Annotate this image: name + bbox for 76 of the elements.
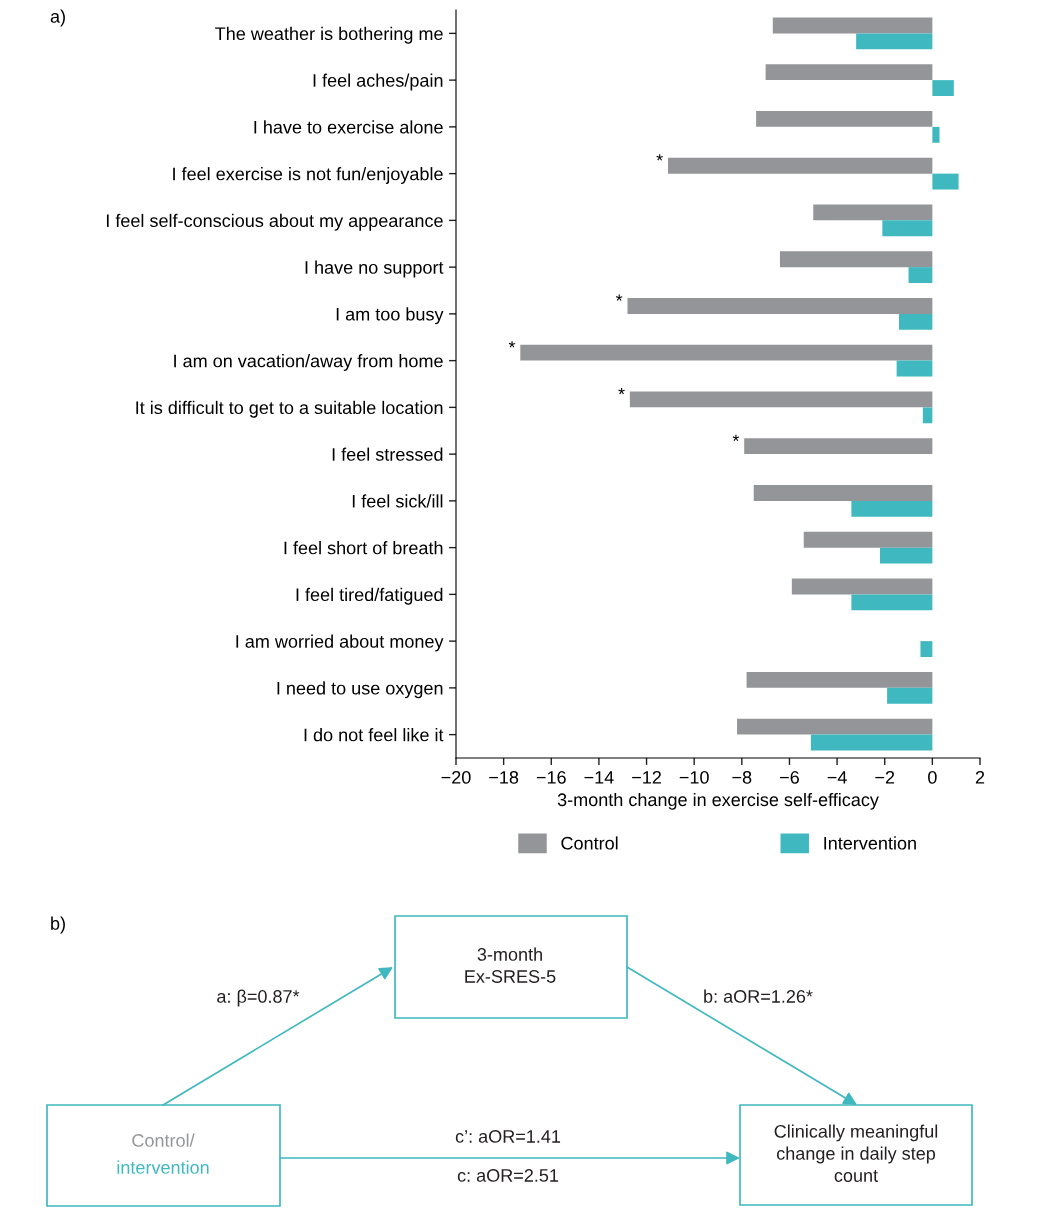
bar [779, 251, 933, 268]
y-tick-label: It is difficult to get to a suitable location [136, 400, 443, 418]
bar [922, 407, 933, 424]
x-axis-title: 3-month change in exercise self-efficacy [557, 792, 879, 810]
text: b: aOR=1.26* [704, 989, 813, 1003]
bar [856, 33, 933, 50]
x-tick-label: −20 [441, 770, 471, 784]
bar [667, 157, 933, 174]
y-tick-label: I feel stressed [332, 447, 443, 461]
bar [932, 126, 940, 143]
x-tick-label: 2 [975, 770, 985, 784]
text: b) [51, 916, 65, 934]
y-tick-label: I feel exercise is not fun/enjoyable [173, 167, 443, 184]
annotation: * [508, 341, 516, 348]
bar [520, 344, 933, 361]
bar [920, 641, 933, 658]
y-tick-label: I feel tired/fatigued [296, 587, 443, 605]
bar [765, 64, 933, 81]
x-tick-label: −12 [632, 770, 661, 784]
x-tick-label: −10 [679, 770, 709, 784]
y-tick-label: I am on vacation/away from home [174, 354, 443, 371]
x-tick-label: 0 [928, 770, 937, 784]
y-tick-label: I am too busy [336, 307, 444, 325]
annotation: * [618, 387, 625, 395]
x-tick-label: −14 [584, 771, 614, 784]
bar [753, 484, 933, 501]
bar [899, 313, 933, 330]
bar [746, 671, 933, 688]
annotation: * [615, 294, 623, 301]
y-tick-label: I feel sick/ill [352, 494, 443, 508]
bar [932, 173, 959, 190]
y-tick-label: I do not feel like it [304, 728, 444, 742]
y-tick-label: The weather is bothering me [215, 26, 443, 44]
text: a) [50, 9, 65, 27]
bar [627, 297, 933, 314]
bar [887, 687, 933, 704]
bar [879, 547, 933, 564]
y-tick-label: I feel self-conscious about my appearance [106, 213, 443, 231]
bar [851, 594, 933, 611]
y-tick-label: I feel short of breath [284, 541, 443, 555]
bar [813, 204, 933, 221]
y-tick-label: I have to exercise alone [254, 120, 443, 134]
text: Clinically meaningful change in daily step count [774, 1124, 938, 1182]
x-tick-label: −2 [875, 770, 895, 784]
bar [803, 531, 933, 548]
bar [744, 438, 933, 455]
bar [882, 220, 933, 237]
legend-label: Intervention [824, 836, 916, 850]
bar [908, 267, 933, 284]
y-tick-label: I feel aches/pain [313, 73, 443, 91]
annotation: * [656, 154, 663, 161]
bar [629, 391, 933, 408]
bar [851, 500, 933, 517]
bar [932, 80, 954, 97]
annotation: * [732, 434, 740, 442]
bar [772, 17, 933, 34]
x-tick-label: −16 [536, 770, 566, 784]
text: a: β=0.87* [217, 989, 300, 1007]
x-tick-label: −8 [732, 770, 752, 784]
text: Control/ [132, 1133, 195, 1147]
x-tick-label: −4 [827, 771, 847, 784]
bar [896, 360, 933, 377]
bar [756, 110, 933, 127]
x-tick-label: −18 [489, 770, 519, 784]
y-tick-label: I am worried about money [236, 634, 444, 652]
bar [791, 578, 933, 595]
y-tick-label: I need to use oxygen [277, 681, 443, 699]
bar [810, 734, 933, 751]
bar [737, 718, 933, 735]
y-tick-label: I have no support [305, 260, 444, 278]
text: c’: aOR=1.41 [455, 1130, 561, 1143]
text: intervention [117, 1160, 209, 1174]
x-tick-label: −6 [780, 770, 799, 784]
legend-label: Control [561, 836, 618, 850]
text: 3-month Ex-SRES-5 [465, 947, 556, 983]
text: c: aOR=2.51 [457, 1169, 559, 1182]
